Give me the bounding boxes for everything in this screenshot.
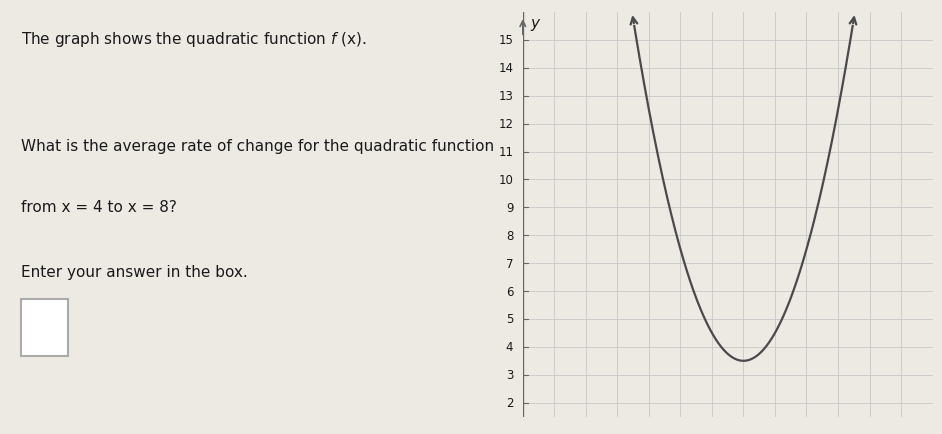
Text: from x = 4 to x = 8?: from x = 4 to x = 8? xyxy=(21,200,177,214)
Text: 12: 12 xyxy=(498,118,513,131)
Text: 3: 3 xyxy=(506,368,513,381)
Text: The graph shows the quadratic function $f$ (x).: The graph shows the quadratic function $… xyxy=(21,30,366,49)
Text: 6: 6 xyxy=(506,285,513,298)
Text: 13: 13 xyxy=(498,90,513,103)
Text: 10: 10 xyxy=(498,174,513,187)
Text: 15: 15 xyxy=(498,34,513,47)
Text: What is the average rate of change for the quadratic function: What is the average rate of change for t… xyxy=(21,139,494,154)
Text: 9: 9 xyxy=(506,201,513,214)
Text: 4: 4 xyxy=(506,341,513,354)
Bar xyxy=(21,299,68,356)
Text: y: y xyxy=(530,16,540,31)
Text: 5: 5 xyxy=(506,313,513,326)
Text: 2: 2 xyxy=(506,396,513,409)
Text: 8: 8 xyxy=(506,229,513,242)
Text: 14: 14 xyxy=(498,62,513,75)
Text: 7: 7 xyxy=(506,257,513,270)
Text: 11: 11 xyxy=(498,146,513,159)
Text: Enter your answer in the box.: Enter your answer in the box. xyxy=(21,265,248,279)
